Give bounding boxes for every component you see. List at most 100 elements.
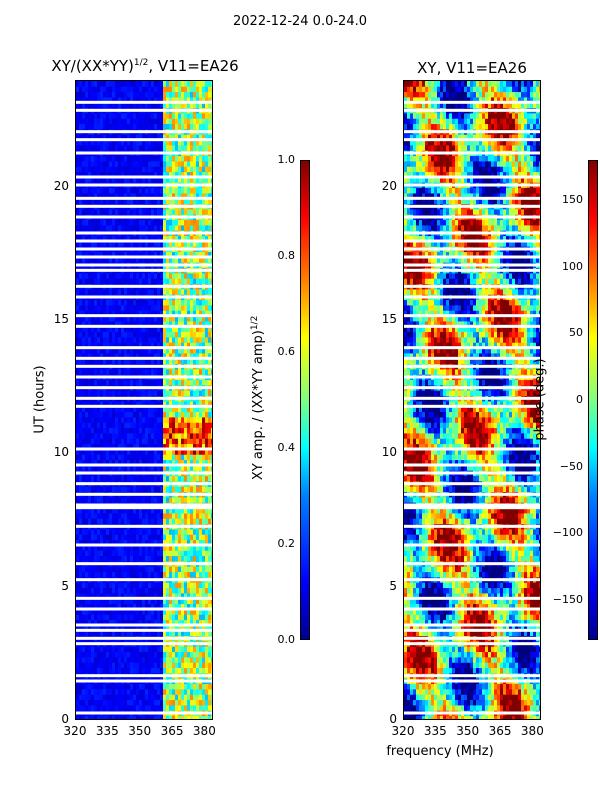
heatmap-cell bbox=[208, 545, 212, 551]
heatmap-cell bbox=[127, 161, 131, 167]
heatmap-cell bbox=[190, 241, 194, 247]
heatmap-cell bbox=[142, 465, 146, 471]
heatmap-cell bbox=[118, 689, 122, 695]
heatmap-cell bbox=[85, 155, 89, 162]
heatmap-cell bbox=[166, 705, 170, 711]
heatmap-cell bbox=[124, 433, 128, 439]
heatmap-cell bbox=[202, 406, 206, 413]
heatmap-cell bbox=[187, 305, 191, 311]
heatmap-cell bbox=[136, 459, 140, 466]
heatmap-cell bbox=[91, 273, 95, 279]
heatmap-cell bbox=[148, 225, 152, 231]
heatmap-cell bbox=[187, 198, 191, 205]
heatmap-cell bbox=[100, 507, 104, 514]
heatmap-cell bbox=[145, 465, 149, 471]
heatmap-cell bbox=[136, 406, 140, 413]
heatmap-cell bbox=[151, 651, 155, 658]
heatmap-cell bbox=[139, 299, 143, 306]
heatmap-cell bbox=[205, 454, 209, 461]
heatmap-cell bbox=[172, 465, 176, 471]
heatmap-cell bbox=[187, 406, 191, 413]
heatmap-cell bbox=[202, 518, 206, 525]
heatmap-cell bbox=[103, 315, 107, 322]
heatmap-cell bbox=[160, 694, 164, 701]
heatmap-cell bbox=[184, 235, 188, 242]
heatmap-cell bbox=[154, 342, 158, 349]
heatmap-cell bbox=[175, 619, 179, 626]
heatmap-cell bbox=[160, 667, 164, 674]
heatmap-cell bbox=[181, 198, 185, 205]
heatmap-cell bbox=[181, 187, 185, 194]
heatmap-cell bbox=[85, 337, 89, 343]
heatmap-cell bbox=[139, 401, 143, 407]
heatmap-cell bbox=[142, 321, 146, 327]
heatmap-cell bbox=[139, 657, 143, 663]
heatmap-cell bbox=[145, 619, 149, 626]
heatmap-cell bbox=[118, 571, 122, 578]
heatmap-cell bbox=[205, 305, 209, 311]
heatmap-cell bbox=[142, 443, 146, 450]
heatmap-cell bbox=[166, 683, 170, 690]
heatmap-cell bbox=[181, 331, 185, 338]
heatmap-cell bbox=[94, 630, 98, 637]
heatmap-cell bbox=[205, 353, 209, 359]
heatmap-cell bbox=[148, 417, 152, 423]
heatmap-cell bbox=[94, 683, 98, 690]
heatmap-cell bbox=[124, 235, 128, 242]
heatmap-cell bbox=[181, 358, 185, 365]
heatmap-cell bbox=[100, 646, 104, 653]
heatmap-cell bbox=[190, 219, 194, 226]
heatmap-cell bbox=[85, 321, 89, 327]
heatmap-cell bbox=[88, 683, 92, 690]
heatmap-cell bbox=[106, 545, 110, 551]
heatmap-cell bbox=[100, 209, 104, 215]
heatmap-cell bbox=[136, 315, 140, 322]
heatmap-cell bbox=[106, 699, 110, 706]
heatmap-cell bbox=[187, 609, 191, 615]
heatmap-cell bbox=[205, 198, 209, 205]
heatmap-cell bbox=[193, 310, 197, 317]
heatmap-cell bbox=[142, 251, 146, 258]
heatmap-cell bbox=[88, 529, 92, 535]
heatmap-cell bbox=[127, 545, 131, 551]
heatmap-cell bbox=[109, 625, 113, 631]
heatmap-cell bbox=[172, 171, 176, 178]
heatmap-cell bbox=[184, 443, 188, 450]
heatmap-cell bbox=[199, 401, 203, 407]
heatmap-cell bbox=[115, 539, 119, 546]
heatmap-cell bbox=[130, 299, 134, 306]
heatmap-cell bbox=[139, 555, 143, 562]
heatmap-cell bbox=[142, 257, 146, 263]
heatmap-cell bbox=[136, 662, 140, 669]
heatmap-cell bbox=[169, 507, 173, 514]
heatmap-cell bbox=[94, 235, 98, 242]
heatmap-cell bbox=[172, 187, 176, 194]
heatmap-cell bbox=[88, 539, 92, 546]
heatmap-cell bbox=[196, 326, 200, 333]
heatmap-cell bbox=[145, 630, 149, 637]
heatmap-cell bbox=[178, 598, 182, 605]
heatmap-cell bbox=[91, 667, 95, 674]
heatmap-cell bbox=[181, 342, 185, 349]
heatmap-cell bbox=[118, 411, 122, 418]
heatmap-cell bbox=[88, 651, 92, 658]
heatmap-cell bbox=[187, 550, 191, 557]
heatmap-cell bbox=[208, 433, 212, 439]
heatmap-cell bbox=[151, 459, 155, 466]
heatmap-cell bbox=[109, 411, 113, 418]
heatmap-cell bbox=[151, 417, 155, 423]
heatmap-cell bbox=[199, 379, 203, 386]
left-title-main: XY/(XX*YY) bbox=[51, 57, 134, 75]
heatmap-cell bbox=[142, 625, 146, 631]
heatmap-cell bbox=[88, 486, 92, 493]
heatmap-cell bbox=[94, 145, 98, 151]
heatmap-cell bbox=[193, 715, 197, 719]
heatmap-cell bbox=[118, 566, 122, 573]
heatmap-cell bbox=[172, 198, 176, 205]
heatmap-cell bbox=[79, 689, 83, 695]
heatmap-cell bbox=[127, 529, 131, 535]
heatmap-cell bbox=[103, 657, 107, 663]
heatmap-cell bbox=[193, 331, 197, 338]
heatmap-cell bbox=[148, 507, 152, 514]
heatmap-cell bbox=[184, 331, 188, 338]
